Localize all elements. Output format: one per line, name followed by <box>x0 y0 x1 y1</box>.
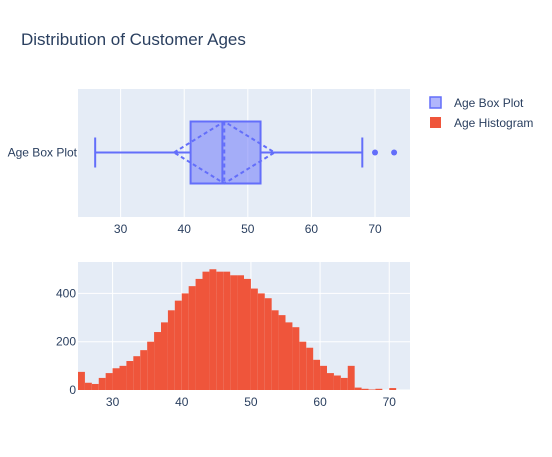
histogram-bar <box>257 293 265 390</box>
histogram-x-ticks: 30 40 50 60 70 <box>106 395 396 409</box>
box-plot-marks <box>94 120 398 185</box>
histogram-x-tick-label: 70 <box>383 395 397 409</box>
histogram-bar <box>119 365 127 390</box>
box-plot-x-ticks: 30 40 50 60 70 <box>114 222 382 236</box>
histogram-panel: 30 40 50 60 70 0 200 400 <box>56 262 410 409</box>
histogram-bar <box>299 341 307 390</box>
histogram-bar <box>237 275 244 390</box>
histogram-bar <box>216 271 224 390</box>
histogram-bar <box>278 315 286 390</box>
legend-item-box[interactable]: Age Box Plot <box>429 96 524 110</box>
box-x-tick-label: 40 <box>178 222 192 236</box>
histogram-bar <box>320 365 327 390</box>
histogram-bar <box>244 278 251 390</box>
histogram-bar <box>202 271 210 390</box>
box-x-tick-label: 70 <box>368 222 382 236</box>
histogram-bar <box>347 365 355 390</box>
histogram-bar <box>223 271 231 390</box>
histogram-bar <box>154 332 161 390</box>
histogram-y-tick-label: 400 <box>56 286 76 300</box>
histogram-bars <box>78 269 397 390</box>
histogram-bar <box>174 300 182 390</box>
box-x-tick-label: 50 <box>241 222 255 236</box>
box-plot-panel: 30 40 50 60 70 Age Box Plot <box>8 89 410 236</box>
legend-label-box: Age Box Plot <box>454 96 524 110</box>
histogram-bar <box>112 368 120 390</box>
histogram-y-tick-label: 200 <box>56 335 76 349</box>
histogram-bar <box>195 278 203 390</box>
legend-swatch-histogram <box>430 117 441 128</box>
histogram-bar <box>140 350 148 390</box>
histogram-bar <box>306 347 314 390</box>
histogram-x-tick-label: 50 <box>244 395 258 409</box>
box-x-tick-label: 30 <box>114 222 128 236</box>
histogram-bar <box>78 371 85 390</box>
histogram-bar <box>271 310 279 390</box>
histogram-bar <box>230 275 238 390</box>
histogram-bar <box>327 373 334 390</box>
histogram-x-tick-label: 60 <box>313 395 327 409</box>
histogram-bar <box>161 322 168 390</box>
box-outlier-point <box>372 149 379 156</box>
box-iqr <box>189 120 262 185</box>
legend-swatch-box <box>429 96 442 109</box>
histogram-bar <box>292 327 300 390</box>
box-outlier-point <box>391 149 398 156</box>
histogram-y-tick-label: 0 <box>69 383 76 397</box>
box-plot-category-label: Age Box Plot <box>8 146 78 160</box>
histogram-bar <box>340 377 348 390</box>
legend-label-histogram: Age Histogram <box>454 116 533 130</box>
histogram-bar <box>375 388 383 390</box>
histogram-bar <box>250 288 258 390</box>
histogram-bar <box>181 293 189 390</box>
histogram-bar <box>84 382 92 390</box>
histogram-bar <box>209 269 217 390</box>
histogram-x-tick-label: 30 <box>106 395 120 409</box>
box-x-tick-label: 60 <box>305 222 319 236</box>
histogram-bar <box>91 383 99 390</box>
histogram-y-ticks: 0 200 400 <box>56 286 76 397</box>
histogram-bar <box>285 322 293 390</box>
legend-item-histogram[interactable]: Age Histogram <box>430 116 533 130</box>
histogram-bar <box>147 341 155 390</box>
chart-title: Distribution of Customer Ages <box>21 30 246 49</box>
histogram-bar <box>188 286 196 390</box>
histogram-bar <box>126 361 134 390</box>
histogram-bar <box>313 359 321 390</box>
histogram-bar <box>98 377 106 390</box>
histogram-bar <box>167 310 175 390</box>
histogram-bar <box>333 375 341 390</box>
histogram-bar <box>264 298 272 390</box>
legend[interactable]: Age Box Plot Age Histogram <box>429 96 533 130</box>
histogram-bar <box>361 388 369 390</box>
histogram-bar <box>133 356 141 390</box>
histogram-x-tick-label: 40 <box>175 395 189 409</box>
histogram-bar <box>389 388 397 390</box>
box-sd-diamond <box>172 120 277 185</box>
histogram-bar <box>354 387 362 390</box>
histogram-bar <box>105 373 113 390</box>
